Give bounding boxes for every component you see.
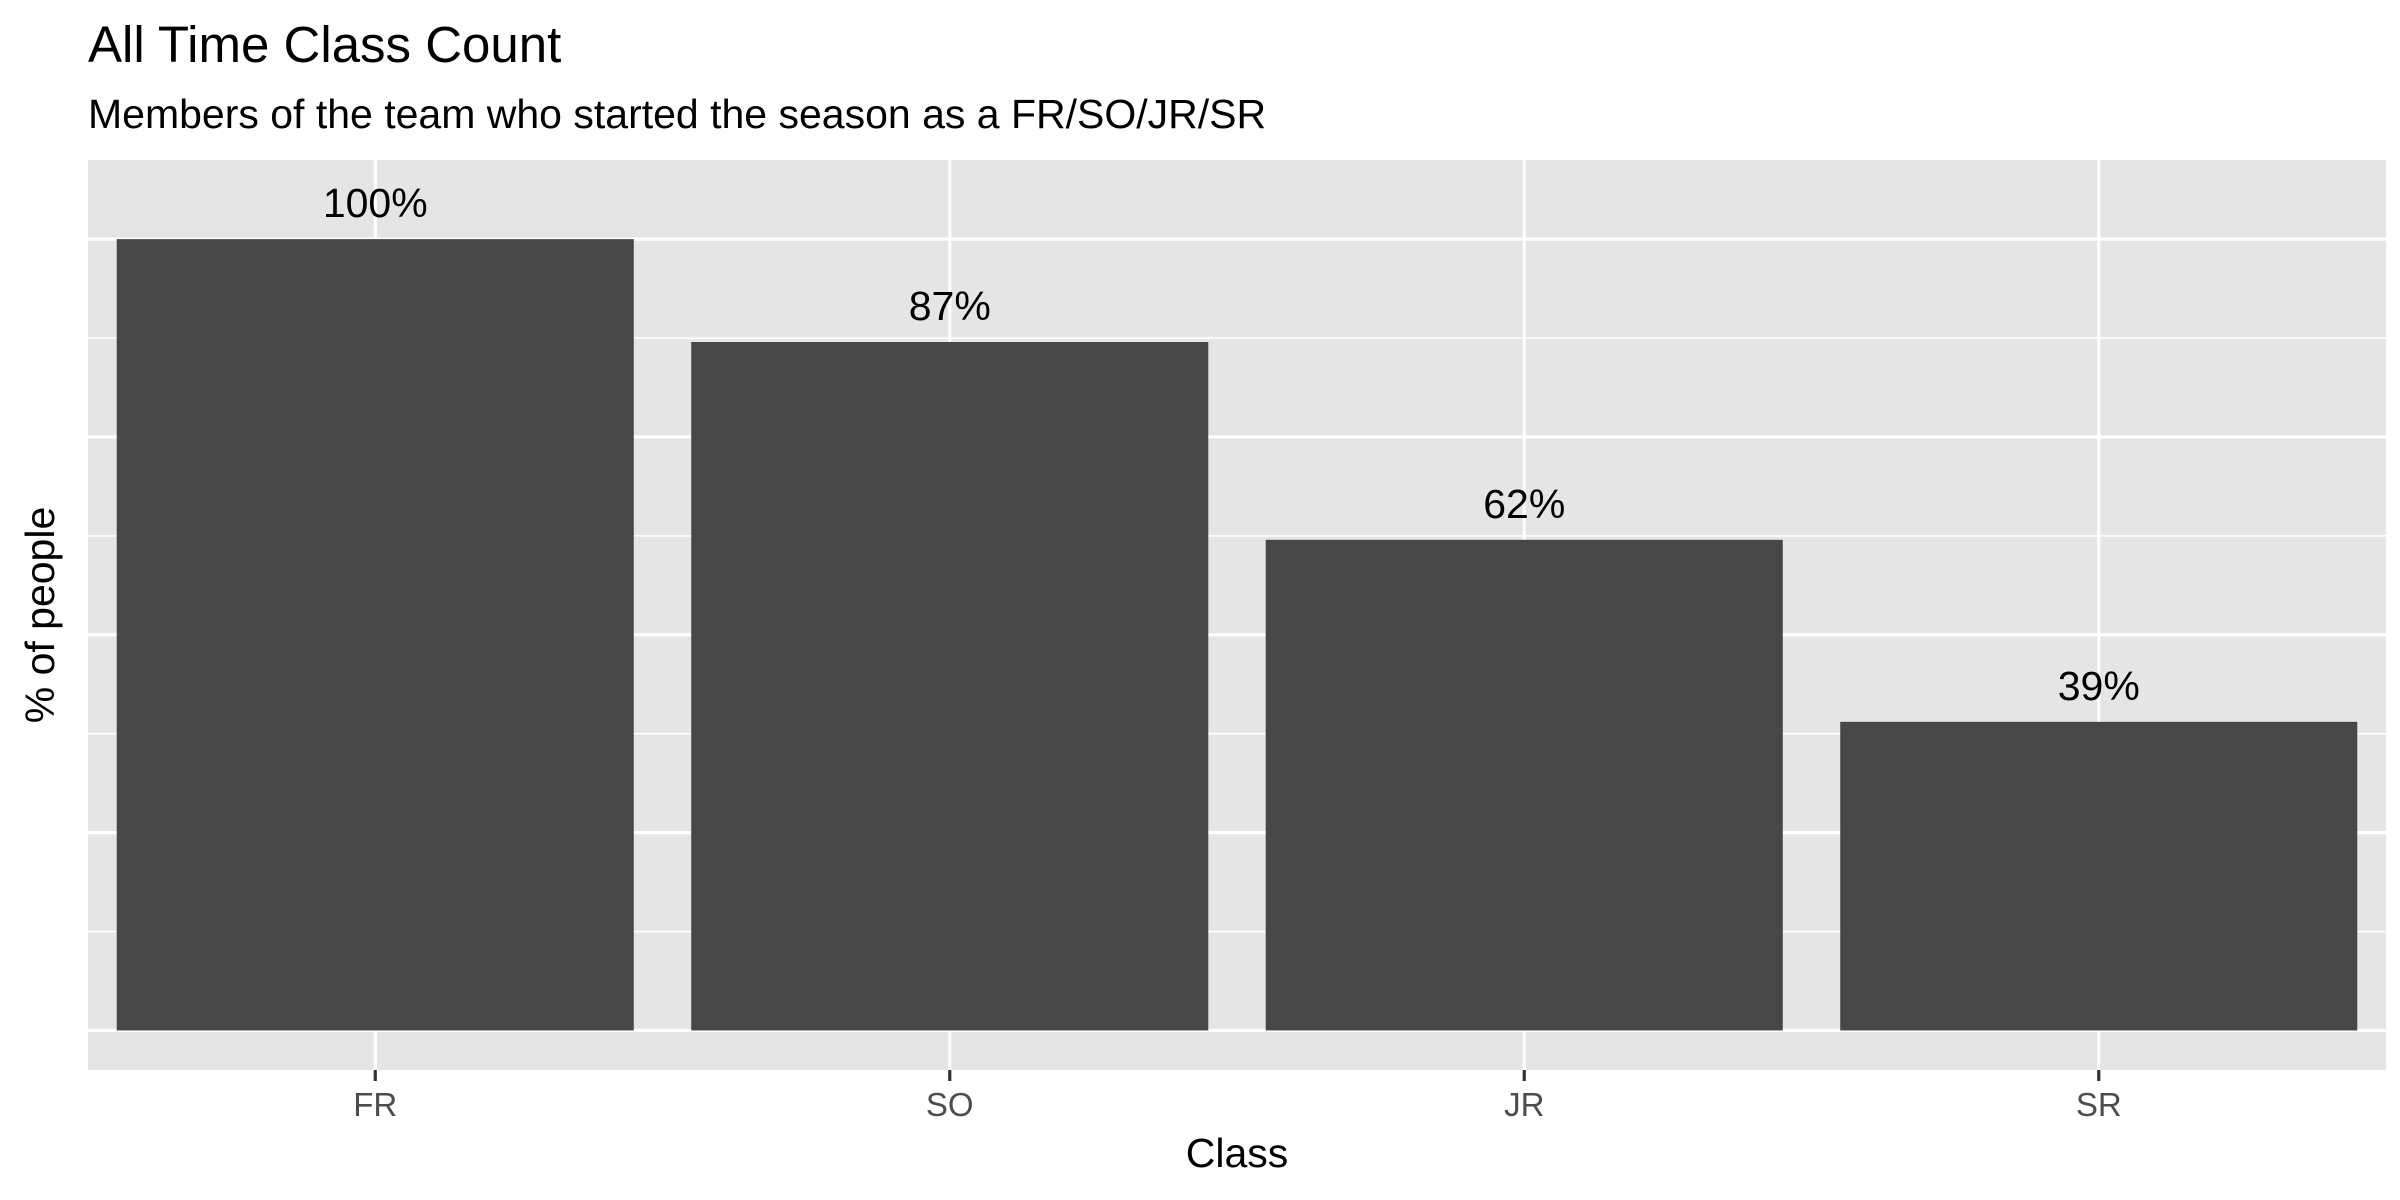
chart-subtitle: Members of the team who started the seas…: [88, 91, 1266, 137]
x-tick-label-fr: FR: [353, 1086, 397, 1123]
bar-fr: [116, 239, 634, 1031]
data-labels: 100% 87% 62% 39%: [323, 180, 2140, 709]
bars: [116, 239, 2358, 1031]
x-tick-label-jr: JR: [1504, 1086, 1544, 1123]
x-axis-label: Class: [1186, 1130, 1289, 1176]
bar-sr: [1840, 721, 2358, 1031]
bar-so: [691, 342, 1209, 1031]
bar-jr: [1265, 539, 1783, 1031]
data-label-so: 87%: [909, 283, 991, 329]
y-axis-label: % of people: [17, 507, 63, 724]
data-label-sr: 39%: [2058, 663, 2140, 709]
x-axis-ticks: FR SO JR SR: [353, 1070, 2122, 1123]
x-tick-label-sr: SR: [2076, 1086, 2122, 1123]
data-label-jr: 62%: [1483, 481, 1565, 527]
chart-title: All Time Class Count: [88, 16, 561, 73]
x-tick-label-so: SO: [926, 1086, 974, 1123]
data-label-fr: 100%: [323, 180, 428, 226]
